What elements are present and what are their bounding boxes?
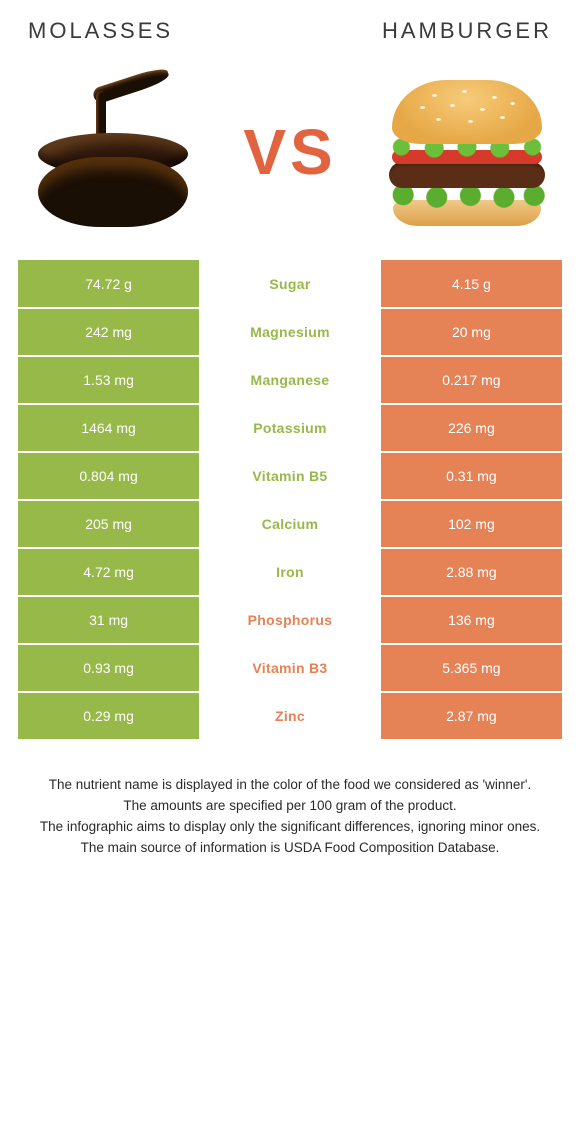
right-value-cell: 102 mg (381, 500, 562, 548)
left-value-cell: 74.72 g (18, 260, 199, 308)
nutrient-name-cell: Vitamin B5 (199, 452, 381, 500)
vs-label: VS (243, 115, 336, 189)
footer-notes: The nutrient name is displayed in the co… (18, 741, 562, 859)
nutrient-name-cell: Vitamin B3 (199, 644, 381, 692)
table-row: 0.29 mgZinc2.87 mg (18, 692, 562, 740)
header: molasses hamburger (18, 18, 562, 62)
left-food-title: molasses (28, 18, 173, 44)
nutrient-name-cell: Potassium (199, 404, 381, 452)
left-value-cell: 0.93 mg (18, 644, 199, 692)
table-row: 1.53 mgManganese0.217 mg (18, 356, 562, 404)
footer-line-2: The amounts are specified per 100 gram o… (28, 796, 552, 817)
left-value-cell: 242 mg (18, 308, 199, 356)
table-row: 1464 mgPotassium226 mg (18, 404, 562, 452)
right-food-title: hamburger (382, 18, 552, 44)
right-value-cell: 226 mg (381, 404, 562, 452)
nutrient-name-cell: Calcium (199, 500, 381, 548)
molasses-image (28, 67, 198, 237)
footer-line-4: The main source of information is USDA F… (28, 838, 552, 859)
nutrient-name-cell: Magnesium (199, 308, 381, 356)
right-value-cell: 0.31 mg (381, 452, 562, 500)
hamburger-image (382, 67, 552, 237)
right-value-cell: 2.88 mg (381, 548, 562, 596)
right-value-cell: 4.15 g (381, 260, 562, 308)
footer-line-1: The nutrient name is displayed in the co… (28, 775, 552, 796)
images-row: VS (18, 62, 562, 260)
nutrient-name-cell: Iron (199, 548, 381, 596)
table-row: 4.72 mgIron2.88 mg (18, 548, 562, 596)
nutrient-name-cell: Zinc (199, 692, 381, 740)
left-value-cell: 1464 mg (18, 404, 199, 452)
footer-line-3: The infographic aims to display only the… (28, 817, 552, 838)
right-value-cell: 20 mg (381, 308, 562, 356)
left-value-cell: 31 mg (18, 596, 199, 644)
nutrient-name-cell: Manganese (199, 356, 381, 404)
right-value-cell: 0.217 mg (381, 356, 562, 404)
table-row: 0.804 mgVitamin B50.31 mg (18, 452, 562, 500)
left-value-cell: 4.72 mg (18, 548, 199, 596)
right-value-cell: 136 mg (381, 596, 562, 644)
table-row: 205 mgCalcium102 mg (18, 500, 562, 548)
left-value-cell: 0.804 mg (18, 452, 199, 500)
table-row: 31 mgPhosphorus136 mg (18, 596, 562, 644)
nutrient-name-cell: Phosphorus (199, 596, 381, 644)
left-value-cell: 0.29 mg (18, 692, 199, 740)
right-value-cell: 5.365 mg (381, 644, 562, 692)
table-row: 0.93 mgVitamin B35.365 mg (18, 644, 562, 692)
table-row: 74.72 gSugar4.15 g (18, 260, 562, 308)
right-value-cell: 2.87 mg (381, 692, 562, 740)
left-value-cell: 1.53 mg (18, 356, 199, 404)
comparison-table: 74.72 gSugar4.15 g242 mgMagnesium20 mg1.… (18, 260, 562, 741)
left-value-cell: 205 mg (18, 500, 199, 548)
table-row: 242 mgMagnesium20 mg (18, 308, 562, 356)
nutrient-name-cell: Sugar (199, 260, 381, 308)
